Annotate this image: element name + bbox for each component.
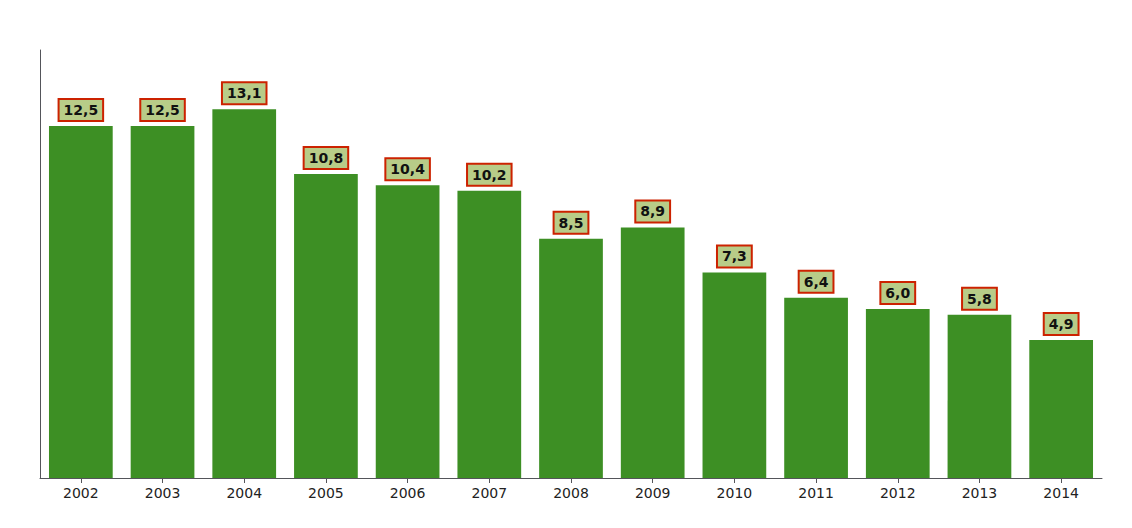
svg-text:5,8: 5,8 — [967, 291, 992, 307]
svg-text:2014: 2014 — [1043, 485, 1079, 501]
svg-text:2004: 2004 — [226, 485, 262, 501]
svg-text:8,5: 8,5 — [559, 215, 584, 231]
svg-text:2003: 2003 — [145, 485, 181, 501]
svg-text:6,0: 6,0 — [885, 285, 910, 301]
svg-text:13,1: 13,1 — [227, 85, 262, 101]
svg-text:2013: 2013 — [962, 485, 998, 501]
svg-text:12,5: 12,5 — [145, 102, 180, 118]
svg-text:2006: 2006 — [390, 485, 426, 501]
svg-text:10,8: 10,8 — [309, 150, 344, 166]
svg-text:4,9: 4,9 — [1049, 316, 1074, 332]
svg-text:2012: 2012 — [880, 485, 916, 501]
svg-text:12,5: 12,5 — [64, 102, 99, 118]
svg-text:6,4: 6,4 — [804, 274, 829, 290]
svg-text:2011: 2011 — [798, 485, 834, 501]
svg-text:2002: 2002 — [63, 485, 99, 501]
svg-text:2007: 2007 — [471, 485, 507, 501]
svg-text:2005: 2005 — [308, 485, 344, 501]
svg-text:8,9: 8,9 — [640, 203, 665, 219]
svg-text:2009: 2009 — [635, 485, 671, 501]
svg-text:10,4: 10,4 — [390, 161, 425, 177]
svg-text:10,2: 10,2 — [472, 167, 507, 183]
svg-text:2010: 2010 — [717, 485, 753, 501]
svg-text:7,3: 7,3 — [722, 248, 747, 264]
svg-text:2008: 2008 — [553, 485, 589, 501]
